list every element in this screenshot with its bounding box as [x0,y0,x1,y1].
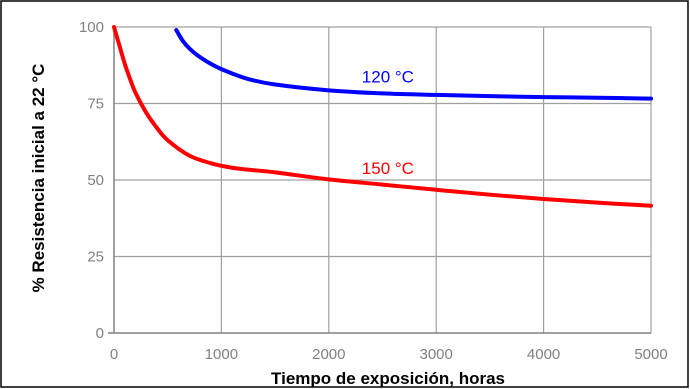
x-tick-label: 5000 [634,346,667,363]
y-tick-label: 75 [87,96,104,113]
series-labels: 120 °C 150 °C [362,68,414,178]
y-tick-label: 25 [87,249,104,266]
x-tick-label: 4000 [527,346,560,363]
grid-lines [108,26,652,334]
y-tick-label: 100 [79,19,104,36]
y-tick-label: 50 [87,172,104,189]
series-line-0 [174,28,653,101]
y-axis-title: % Resistencia inicial a 22 °C [29,64,48,293]
x-tick-label: 3000 [420,346,453,363]
series-line-1 [112,25,653,208]
y-tick-label: 0 [96,325,104,342]
x-tick-label: 0 [110,346,118,363]
series-label-0: 120 °C [362,68,414,87]
x-axis-title: Tiempo de exposición, horas [271,369,505,388]
data-series [112,25,653,208]
tick-labels: 0 1000 2000 3000 4000 5000 0 25 50 75 100 [79,19,668,363]
x-tick-label: 2000 [312,346,345,363]
series-label-1: 150 °C [362,159,414,178]
x-tick-label: 1000 [205,346,238,363]
